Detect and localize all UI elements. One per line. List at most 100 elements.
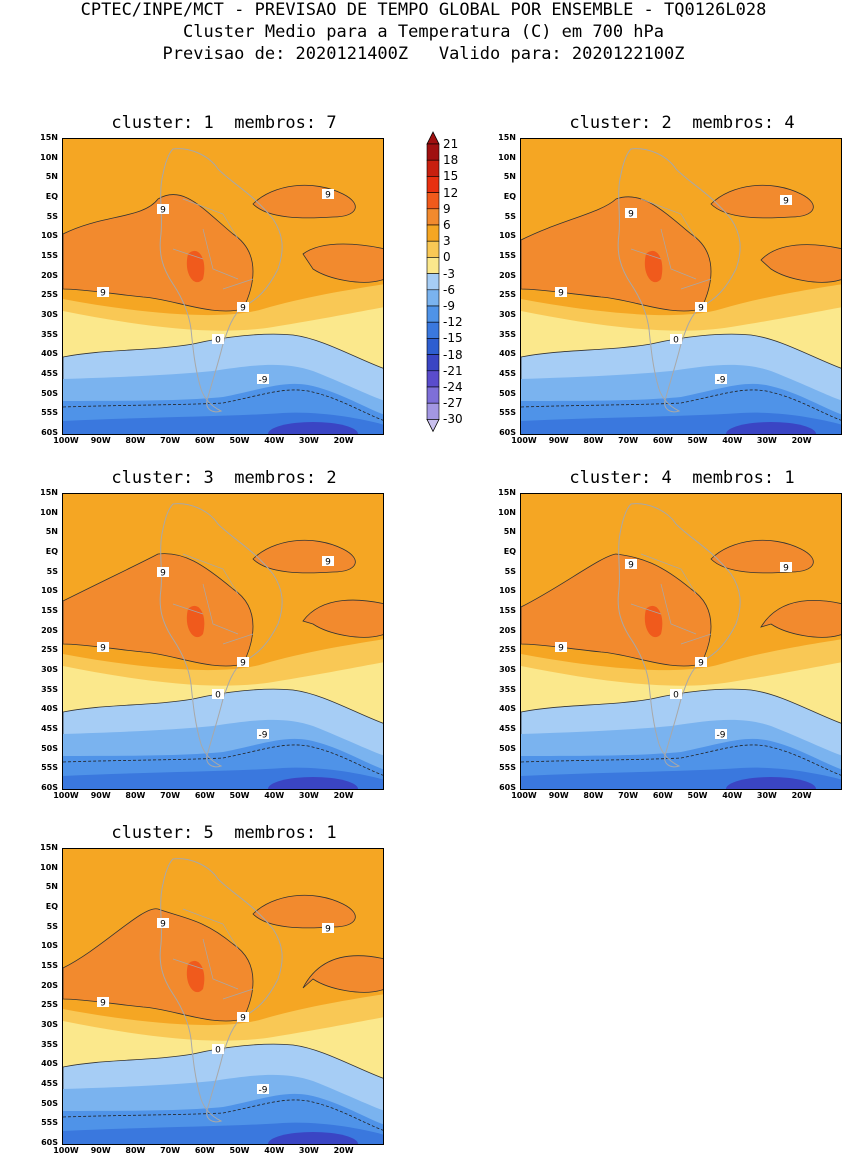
lon-label: 80W xyxy=(583,791,604,800)
contour-label-9: 9 xyxy=(780,562,792,574)
lat-label: 25S xyxy=(499,290,516,300)
svg-text:9: 9 xyxy=(100,644,106,654)
svg-text:0: 0 xyxy=(215,691,221,701)
colorbar-swatch xyxy=(426,176,440,193)
band-12-15 xyxy=(186,605,205,638)
contour-label-9: 9 xyxy=(695,657,707,669)
svg-text:9: 9 xyxy=(698,304,704,314)
lat-label: 10S xyxy=(499,231,516,241)
lat-label: 60S xyxy=(499,783,516,792)
band-minus18-minus15 xyxy=(726,422,816,434)
colorbar-label: 9 xyxy=(443,201,451,216)
colorbar-arrow-top xyxy=(426,131,440,145)
lat-label: 40S xyxy=(41,704,58,714)
colorbar-label: -12 xyxy=(443,315,463,330)
lat-label: 55S xyxy=(499,408,516,418)
contour-minus9 xyxy=(63,389,383,421)
lat-label: EQ xyxy=(45,902,58,911)
lat-label: 40S xyxy=(41,349,58,359)
lon-label: 40W xyxy=(264,791,285,800)
contour-label-9: 9 xyxy=(237,1012,249,1024)
temperature-map: 9 9 9 9 0 -9 xyxy=(520,138,842,435)
temperature-map: 9 9 9 9 0 -9 xyxy=(520,493,842,790)
contour-label-9: 9 xyxy=(780,195,792,207)
lat-label: 55S xyxy=(41,763,58,773)
svg-text:-9: -9 xyxy=(259,1086,268,1096)
band-minus18-minus15 xyxy=(268,422,358,434)
colorbar-swatch xyxy=(426,257,440,274)
panel-title: cluster: 4 membros: 1 xyxy=(569,468,795,488)
lon-label: 20W xyxy=(333,791,354,800)
borders xyxy=(630,198,712,290)
svg-text:9: 9 xyxy=(240,1014,246,1024)
lat-label: 10N xyxy=(498,507,516,517)
lat-label: 25S xyxy=(41,1000,58,1010)
lat-label: EQ xyxy=(45,547,58,556)
coastline xyxy=(159,858,283,1123)
colorbar-swatch xyxy=(426,143,440,161)
lon-label: 70W xyxy=(618,791,639,800)
lon-label: 70W xyxy=(160,436,181,445)
lat-label: 15N xyxy=(40,843,58,852)
lat-label: 5N xyxy=(503,527,516,537)
lat-label: 30S xyxy=(41,310,58,319)
lat-label: 20S xyxy=(499,625,516,635)
lon-label: 40W xyxy=(264,436,285,445)
band-minus18-minus15 xyxy=(268,1132,358,1144)
band-3-6 xyxy=(63,994,383,1043)
lat-label: 5S xyxy=(46,566,58,576)
band-9-12 xyxy=(302,955,383,993)
contour-label-9: 9 xyxy=(695,302,707,314)
lat-label: 45S xyxy=(41,1079,58,1088)
lon-label: 60W xyxy=(652,791,673,800)
band-12-15 xyxy=(186,250,205,283)
contour-label-0: 0 xyxy=(670,334,682,346)
contour-label-minus9: -9 xyxy=(257,729,269,741)
lon-label: 90W xyxy=(90,1146,111,1155)
lon-label: 50W xyxy=(229,791,250,800)
svg-text:-9: -9 xyxy=(259,376,268,386)
contour-label-9: 9 xyxy=(625,559,637,571)
svg-text:9: 9 xyxy=(240,659,246,669)
colorbar-swatch xyxy=(426,208,440,226)
lat-label: 50S xyxy=(499,743,516,753)
svg-text:-9: -9 xyxy=(717,376,726,386)
lat-label: 40S xyxy=(41,1059,58,1069)
lat-label: 35S xyxy=(41,1039,58,1049)
lon-label: 90W xyxy=(90,791,111,800)
lat-label: 25S xyxy=(41,645,58,655)
contour-minus9 xyxy=(63,744,383,776)
contour-minus9 xyxy=(521,389,841,421)
lon-label: 100W xyxy=(53,1146,79,1155)
band-9-12 xyxy=(760,244,841,283)
svg-text:9: 9 xyxy=(240,304,246,314)
contour-label-0: 0 xyxy=(212,334,224,346)
lon-label: 40W xyxy=(722,436,743,445)
band-9-12 xyxy=(760,599,841,638)
lon-label: 30W xyxy=(756,436,777,445)
lat-label: 25S xyxy=(499,645,516,655)
svg-text:9: 9 xyxy=(628,210,634,220)
colorbar-swatch xyxy=(426,192,440,210)
colorbar-swatch xyxy=(426,402,440,420)
panel-title: cluster: 2 membros: 4 xyxy=(569,113,795,133)
lat-label: 15S xyxy=(41,606,58,615)
lon-label: 50W xyxy=(687,436,708,445)
colorbar-arrow-bottom xyxy=(426,419,440,433)
svg-text:0: 0 xyxy=(215,1046,221,1056)
lon-label: 30W xyxy=(756,791,777,800)
lon-label: 80W xyxy=(125,1146,146,1155)
contour-minus9 xyxy=(521,744,841,776)
colorbar-label: 3 xyxy=(443,234,451,249)
lon-label: 80W xyxy=(125,436,146,445)
colorbar-swatch xyxy=(426,273,440,291)
lat-label: 20S xyxy=(499,270,516,280)
lat-label: 5S xyxy=(504,211,516,221)
lon-label: 90W xyxy=(548,436,569,445)
colorbar-label: -15 xyxy=(443,331,463,346)
contour-label-9: 9 xyxy=(157,567,169,579)
lon-label: 60W xyxy=(652,436,673,445)
colorbar-label: 18 xyxy=(443,153,459,168)
lon-label: 50W xyxy=(687,791,708,800)
temperature-map: 9 9 9 9 0 -9 xyxy=(62,848,384,1145)
